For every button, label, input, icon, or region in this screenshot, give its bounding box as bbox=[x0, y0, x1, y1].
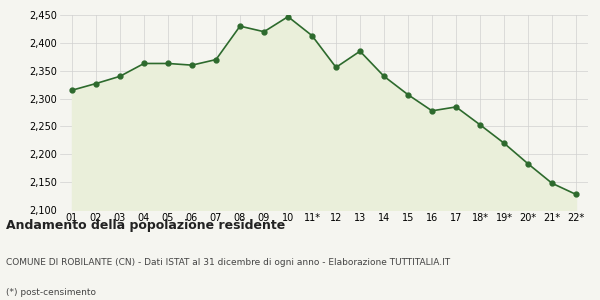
Text: (*) post-censimento: (*) post-censimento bbox=[6, 288, 96, 297]
Text: Andamento della popolazione residente: Andamento della popolazione residente bbox=[6, 219, 285, 232]
Text: COMUNE DI ROBILANTE (CN) - Dati ISTAT al 31 dicembre di ogni anno - Elaborazione: COMUNE DI ROBILANTE (CN) - Dati ISTAT al… bbox=[6, 258, 450, 267]
